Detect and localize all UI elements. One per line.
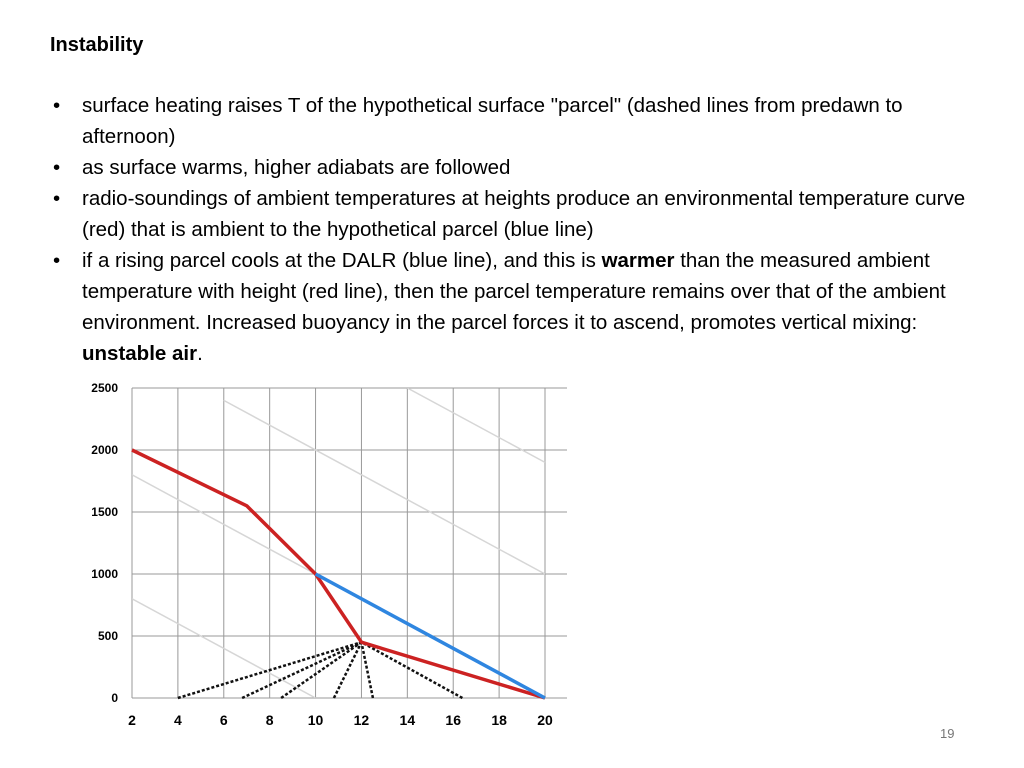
y-tick-label: 2000	[91, 443, 118, 457]
dashed-parcel-line	[241, 641, 362, 700]
x-tick-label: 2	[128, 712, 136, 728]
dry-adiabat-line	[406, 388, 546, 464]
dashed-parcel-line	[360, 641, 375, 699]
bullet-text: if a rising parcel cools at the DALR (bl…	[82, 249, 602, 272]
bullet-text: surface heating raises T of the hypothet…	[82, 94, 903, 148]
x-tick-label: 8	[266, 712, 274, 728]
x-tick-label: 10	[308, 712, 324, 728]
bullet-dot: •	[53, 187, 61, 210]
x-tick-label: 14	[400, 712, 416, 728]
x-tick-label: 18	[491, 712, 507, 728]
page-number: 19	[940, 726, 955, 741]
dashed-parcel-line	[332, 641, 363, 699]
y-tick-label: 1500	[91, 505, 118, 519]
dry-adiabat-line	[132, 598, 316, 698]
bullet-dot: •	[53, 156, 61, 179]
dashed-parcel-line	[177, 641, 362, 700]
dashed-parcel-line	[360, 641, 464, 700]
x-tick-label: 20	[537, 712, 553, 728]
parcel-line	[314, 572, 546, 700]
bullet-dot: •	[53, 249, 61, 272]
bullet-emphasis: warmer	[601, 249, 675, 272]
bullet-text: as surface warms, higher adiabats are fo…	[82, 156, 511, 179]
bullet-list: • surface heating raises T of the hypothe…	[50, 90, 1000, 369]
x-tick-label: 12	[354, 712, 370, 728]
bullet-item: • surface heating raises T of the hypothe…	[50, 90, 1000, 152]
bullet-text: .	[197, 342, 203, 365]
slide-title: Instability	[50, 34, 144, 56]
bullet-item: • radio-soundings of ambient temperatures…	[50, 183, 1000, 245]
y-tick-label: 0	[111, 691, 118, 705]
bullet-item: • as surface warms, higher adiabats are f…	[50, 152, 1000, 183]
bullet-dot: •	[53, 94, 61, 117]
bullet-emphasis: unstable air	[82, 342, 198, 365]
bullet-item: • if a rising parcel cools at the DALR (b…	[50, 245, 1000, 369]
dry-adiabat-line	[223, 399, 546, 575]
y-tick-label: 1000	[91, 567, 118, 581]
bullet-text: than the measured ambient temperature wi…	[82, 249, 946, 334]
adiabat-chart: 2 4 6 8 10 12 14 16 18 20 0 500 1000 1500 2000 2500	[91, 381, 567, 728]
environment-line	[131, 448, 546, 700]
y-tick-label: 2500	[91, 381, 118, 395]
bullet-text: radio-soundings of ambient temperatures …	[82, 187, 966, 241]
x-tick-label: 4	[174, 712, 182, 728]
x-tick-label: 6	[220, 712, 228, 728]
y-tick-label: 500	[98, 629, 118, 643]
dashed-parcel-line	[280, 641, 363, 700]
x-tick-label: 16	[445, 712, 461, 728]
